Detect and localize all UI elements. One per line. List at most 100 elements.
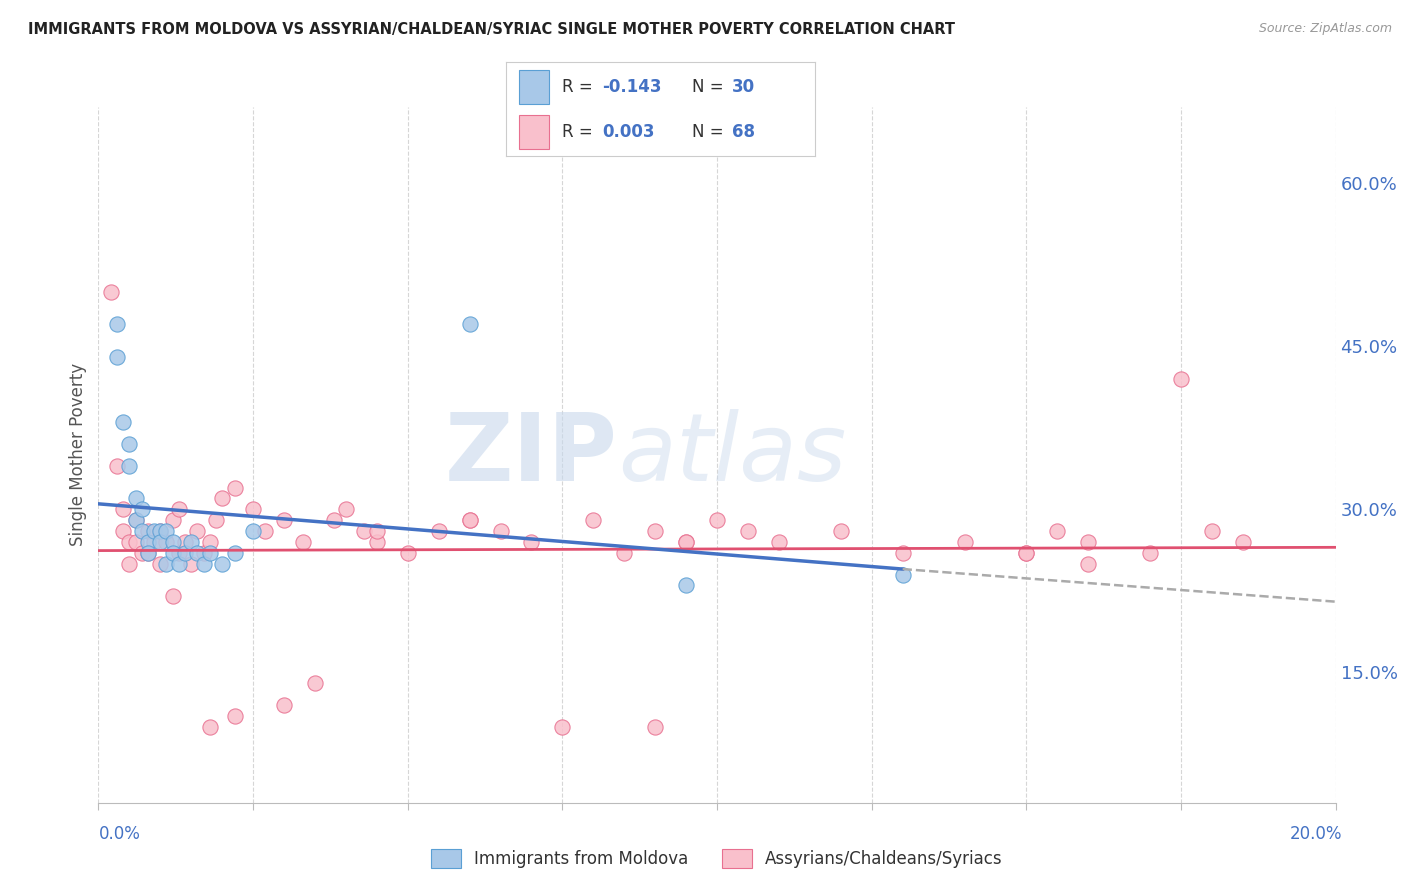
Point bbox=[458, 513, 481, 527]
Point bbox=[644, 524, 666, 538]
Point bbox=[458, 513, 481, 527]
Point bbox=[136, 534, 159, 549]
Point bbox=[1015, 546, 1038, 560]
Point bbox=[520, 534, 543, 549]
Text: -0.143: -0.143 bbox=[602, 78, 662, 95]
Point bbox=[953, 534, 976, 549]
Legend: Immigrants from Moldova, Assyrians/Chaldeans/Syriacs: Immigrants from Moldova, Assyrians/Chald… bbox=[425, 842, 1010, 874]
Text: 0.0%: 0.0% bbox=[98, 825, 141, 843]
Point bbox=[180, 534, 202, 549]
Point bbox=[162, 589, 184, 603]
Point bbox=[143, 524, 166, 538]
Point bbox=[613, 546, 636, 560]
Point bbox=[891, 567, 914, 582]
Point bbox=[322, 513, 344, 527]
Point bbox=[1201, 524, 1223, 538]
Text: 0.003: 0.003 bbox=[602, 123, 655, 141]
Text: N =: N = bbox=[692, 123, 728, 141]
Point bbox=[149, 534, 172, 549]
Point bbox=[489, 524, 512, 538]
Point bbox=[167, 502, 190, 516]
Point bbox=[1077, 534, 1099, 549]
Text: atlas: atlas bbox=[619, 409, 846, 500]
Point bbox=[644, 720, 666, 734]
Point bbox=[124, 534, 146, 549]
Point bbox=[136, 546, 159, 560]
Point bbox=[254, 524, 277, 538]
Point bbox=[105, 350, 128, 364]
Point bbox=[427, 524, 450, 538]
Point bbox=[100, 285, 122, 299]
Point bbox=[162, 546, 184, 560]
Text: R =: R = bbox=[562, 78, 598, 95]
Point bbox=[186, 546, 208, 560]
Point bbox=[830, 524, 852, 538]
Point bbox=[366, 534, 388, 549]
Text: IMMIGRANTS FROM MOLDOVA VS ASSYRIAN/CHALDEAN/SYRIAC SINGLE MOTHER POVERTY CORREL: IMMIGRANTS FROM MOLDOVA VS ASSYRIAN/CHAL… bbox=[28, 22, 955, 37]
Point bbox=[180, 557, 202, 571]
Point bbox=[124, 491, 146, 506]
Point bbox=[335, 502, 357, 516]
Point bbox=[131, 502, 153, 516]
Point bbox=[112, 524, 135, 538]
Text: N =: N = bbox=[692, 78, 728, 95]
Point bbox=[162, 534, 184, 549]
Point bbox=[224, 546, 246, 560]
Point bbox=[167, 546, 190, 560]
Point bbox=[162, 513, 184, 527]
Text: ZIP: ZIP bbox=[446, 409, 619, 501]
Point bbox=[291, 534, 314, 549]
Point bbox=[198, 534, 221, 549]
Text: 68: 68 bbox=[733, 123, 755, 141]
Point bbox=[1170, 372, 1192, 386]
Point bbox=[186, 524, 208, 538]
Point bbox=[124, 513, 146, 527]
Point bbox=[675, 578, 697, 592]
Point bbox=[242, 502, 264, 516]
Point bbox=[155, 557, 177, 571]
Point bbox=[205, 513, 228, 527]
Point bbox=[118, 458, 141, 473]
Point bbox=[582, 513, 605, 527]
Point bbox=[1015, 546, 1038, 560]
Point bbox=[149, 524, 172, 538]
Point bbox=[273, 513, 295, 527]
Point bbox=[143, 534, 166, 549]
Point bbox=[675, 534, 697, 549]
Point bbox=[174, 534, 197, 549]
Point bbox=[149, 557, 172, 571]
Point bbox=[551, 720, 574, 734]
Point bbox=[105, 318, 128, 332]
Point bbox=[675, 534, 697, 549]
Point bbox=[131, 524, 153, 538]
Point bbox=[768, 534, 790, 549]
Point bbox=[211, 491, 233, 506]
Point bbox=[198, 720, 221, 734]
Text: R =: R = bbox=[562, 123, 598, 141]
Point bbox=[366, 524, 388, 538]
Point bbox=[224, 708, 246, 723]
Point bbox=[273, 698, 295, 712]
Point bbox=[112, 415, 135, 429]
Point bbox=[118, 534, 141, 549]
Point bbox=[198, 546, 221, 560]
Point bbox=[112, 502, 135, 516]
Point bbox=[737, 524, 759, 538]
Point bbox=[1232, 534, 1254, 549]
Point bbox=[224, 481, 246, 495]
Point bbox=[136, 546, 159, 560]
Point bbox=[118, 557, 141, 571]
Point bbox=[124, 513, 146, 527]
Point bbox=[118, 437, 141, 451]
Point bbox=[167, 557, 190, 571]
Point bbox=[1139, 546, 1161, 560]
Y-axis label: Single Mother Poverty: Single Mother Poverty bbox=[69, 363, 87, 547]
Point bbox=[149, 524, 172, 538]
Point bbox=[458, 318, 481, 332]
Text: 30: 30 bbox=[733, 78, 755, 95]
Point bbox=[396, 546, 419, 560]
Point bbox=[193, 546, 215, 560]
Point bbox=[193, 557, 215, 571]
Point bbox=[242, 524, 264, 538]
Point bbox=[105, 458, 128, 473]
